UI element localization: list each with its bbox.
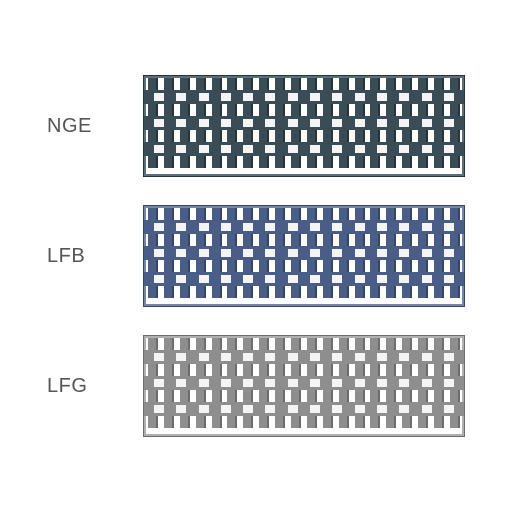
module-slot-row [144,93,464,101]
belt-swatch-nge [143,75,465,177]
module-slot-row [144,405,464,413]
module-tooth-row [144,286,464,298]
module-tooth-row [144,78,464,90]
module-tooth-row [144,390,464,402]
belt-swatch-lfb [143,205,465,307]
module-slot-row [144,145,464,153]
module-tooth-row [144,260,464,272]
module-tooth-row [144,208,464,220]
module-tooth-row [144,130,464,142]
swatch-row-lfb: LFB [47,205,465,307]
module-slot-row [144,223,464,231]
module-tooth-row [144,338,464,350]
module-slot-row [144,275,464,283]
swatch-row-lfg: LFG [47,335,465,437]
module-slot-row [144,249,464,257]
swatch-label: LFB [47,245,115,268]
swatch-label: LFG [47,375,115,398]
module-slot-row [144,119,464,127]
swatch-panel: NGE LFB [47,75,465,437]
belt-swatch-lfg [143,335,465,437]
module-tooth-row [144,364,464,376]
figure-wrapper: NGE LFB [0,0,512,512]
module-slot-row [144,353,464,361]
module-tooth-row [144,234,464,246]
module-slot-row [144,379,464,387]
module-tooth-row [144,156,464,168]
swatch-row-nge: NGE [47,75,465,177]
module-tooth-row [144,104,464,116]
module-tooth-row [144,416,464,428]
swatch-label: NGE [47,115,115,138]
